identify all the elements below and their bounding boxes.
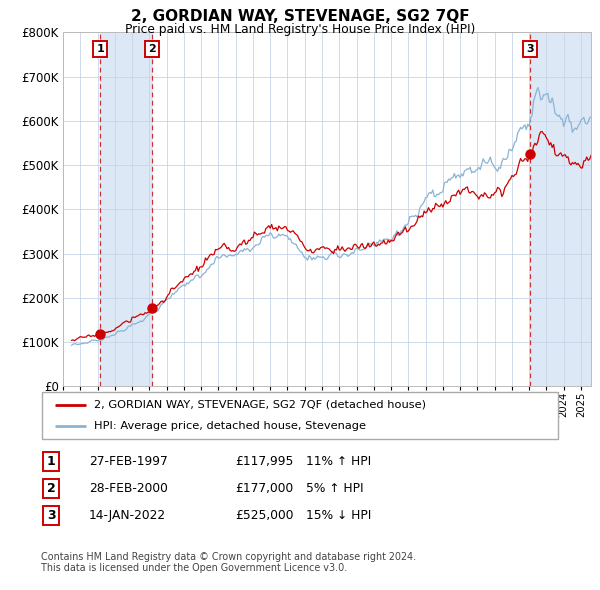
Bar <box>100 32 152 386</box>
Text: This data is licensed under the Open Government Licence v3.0.: This data is licensed under the Open Gov… <box>41 563 347 573</box>
Text: £117,995: £117,995 <box>236 455 294 468</box>
Text: HPI: Average price, detached house, Stevenage: HPI: Average price, detached house, Stev… <box>94 421 365 431</box>
Text: 2, GORDIAN WAY, STEVENAGE, SG2 7QF: 2, GORDIAN WAY, STEVENAGE, SG2 7QF <box>131 9 469 24</box>
Text: 3: 3 <box>47 509 55 522</box>
Bar <box>530 32 591 386</box>
Text: 1: 1 <box>47 455 55 468</box>
Text: Contains HM Land Registry data © Crown copyright and database right 2024.: Contains HM Land Registry data © Crown c… <box>41 552 416 562</box>
Text: 15% ↓ HPI: 15% ↓ HPI <box>306 509 371 522</box>
Text: 2, GORDIAN WAY, STEVENAGE, SG2 7QF (detached house): 2, GORDIAN WAY, STEVENAGE, SG2 7QF (deta… <box>94 399 425 409</box>
Text: 2: 2 <box>47 482 55 495</box>
Text: Price paid vs. HM Land Registry's House Price Index (HPI): Price paid vs. HM Land Registry's House … <box>125 23 475 36</box>
Text: £177,000: £177,000 <box>236 482 294 495</box>
Text: £525,000: £525,000 <box>235 509 294 522</box>
Text: 3: 3 <box>526 44 533 54</box>
Text: 11% ↑ HPI: 11% ↑ HPI <box>306 455 371 468</box>
Text: 1: 1 <box>96 44 104 54</box>
Text: 5% ↑ HPI: 5% ↑ HPI <box>306 482 364 495</box>
Text: 27-FEB-1997: 27-FEB-1997 <box>89 455 167 468</box>
Text: 28-FEB-2000: 28-FEB-2000 <box>89 482 167 495</box>
Text: 2: 2 <box>148 44 156 54</box>
Text: 14-JAN-2022: 14-JAN-2022 <box>89 509 166 522</box>
